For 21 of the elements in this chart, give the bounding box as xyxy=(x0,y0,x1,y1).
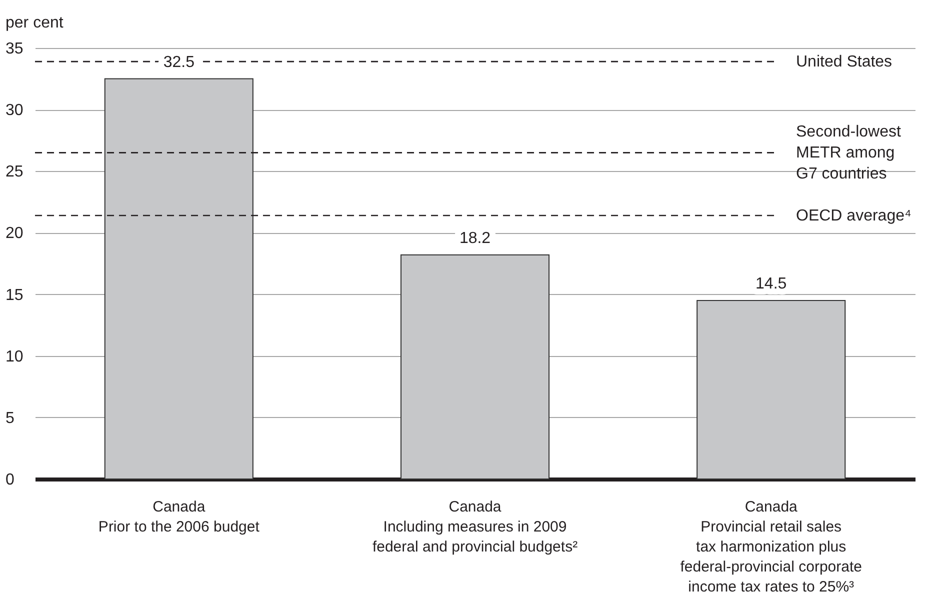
bar xyxy=(104,78,254,480)
x-tick-label: Canada Including measures in 2009 federal and provincial budgets² xyxy=(372,498,578,556)
x-tick-label: Canada Prior to the 2006 budget xyxy=(98,498,260,536)
y-tick-label: 20 xyxy=(6,225,24,242)
y-tick-label: 10 xyxy=(6,348,24,366)
y-tick-label: 0 xyxy=(6,472,14,488)
data-label: 18.2 xyxy=(459,230,491,247)
y-tick-label: 15 xyxy=(6,286,24,304)
y-tick-label: 35 xyxy=(6,40,24,58)
y-tick-label: 25 xyxy=(6,164,24,181)
y-tick-label: 5 xyxy=(6,410,14,427)
ref-line-label: OECD average⁴ xyxy=(796,207,912,224)
ref-line-label: Second-lowest METR among G7 countries xyxy=(796,124,902,183)
y-axis-title: per cent xyxy=(6,14,64,32)
ref-line-label: United States xyxy=(796,54,892,71)
bar xyxy=(400,254,550,480)
y-tick-label: 30 xyxy=(6,102,24,120)
x-tick-label: Canada Provincial retail sales tax harmonization plus federal-provincial corporate income tax rates to 25%³ xyxy=(680,498,862,596)
data-label: 14.5 xyxy=(756,275,787,292)
data-label: 32.5 xyxy=(163,54,195,71)
bar xyxy=(696,300,846,480)
